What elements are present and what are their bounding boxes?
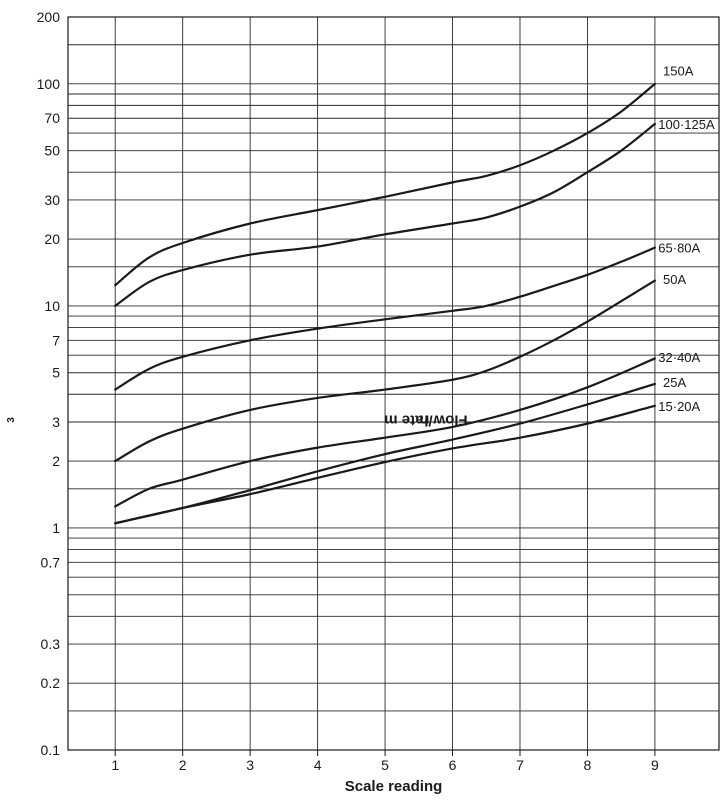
y-tick-label: 0.2: [41, 675, 61, 691]
x-tick-label: 1: [111, 757, 119, 773]
y-tick-label: 30: [44, 192, 60, 208]
x-tick-label: 7: [516, 757, 524, 773]
x-tick-label: 6: [449, 757, 457, 773]
y-tick-label: 7: [52, 332, 60, 348]
x-tick-label: 8: [584, 757, 592, 773]
y-tick-label: 10: [44, 298, 60, 314]
y-tick-label: 200: [37, 9, 61, 25]
series-label: 150A: [663, 63, 694, 78]
y-axis-label-tail: /h: [419, 411, 433, 429]
y-tick-label: 2: [52, 453, 60, 469]
series-curves: [114, 82, 657, 525]
series-label: 65·80A: [658, 241, 700, 256]
y-tick-label: 0.1: [41, 742, 61, 758]
x-tick-label: 2: [179, 757, 187, 773]
series-labels: 150A 100·125A 65·80A 50A 32·40A 25A 15·20A: [658, 63, 715, 413]
series-line: [114, 82, 657, 287]
y-axis-label-superscript: 3: [6, 417, 17, 423]
y-tick-label: 5: [52, 365, 60, 381]
series-line: [114, 122, 657, 307]
series-label: 100·125A: [658, 117, 715, 132]
series-line: [114, 404, 657, 525]
x-tick-labels: 1 2 3 4 5 6 7 8 9: [111, 750, 659, 773]
y-tick-label: 70: [44, 110, 60, 126]
y-tick-label: 50: [44, 143, 60, 159]
y-tick-label: 0.7: [41, 554, 61, 570]
x-tick-label: 5: [381, 757, 389, 773]
series-line: [114, 357, 657, 508]
series-label: 15·20A: [658, 399, 700, 414]
horizontal-gridlines: [68, 16, 719, 751]
series-line: [114, 279, 657, 463]
plot-frame: [67, 16, 720, 751]
x-tick-label: 3: [246, 757, 254, 773]
series-line: [114, 246, 657, 391]
y-tick-label: 100: [37, 76, 61, 92]
y-tick-label: 1: [52, 520, 60, 536]
x-axis-label: Scale reading: [344, 778, 443, 795]
y-tick-label: 3: [52, 414, 60, 430]
series-label: 25A: [663, 375, 686, 390]
x-tick-label: 4: [314, 757, 322, 773]
y-tick-label: 0.3: [41, 636, 61, 652]
y-tick-labels: 0.1 0.2 0.3 0.7 1 2 3 5 7 10 20 30 50 70 100 200: [37, 9, 61, 758]
x-tick-label: 9: [651, 757, 659, 773]
series-label: 32·40A: [658, 350, 700, 365]
y-axis-label: Flow rate m 3/h: [4, 0, 468, 800]
series-label: 50A: [663, 272, 686, 287]
vertical-gridlines: [114, 17, 656, 750]
y-tick-label: 20: [44, 231, 60, 247]
